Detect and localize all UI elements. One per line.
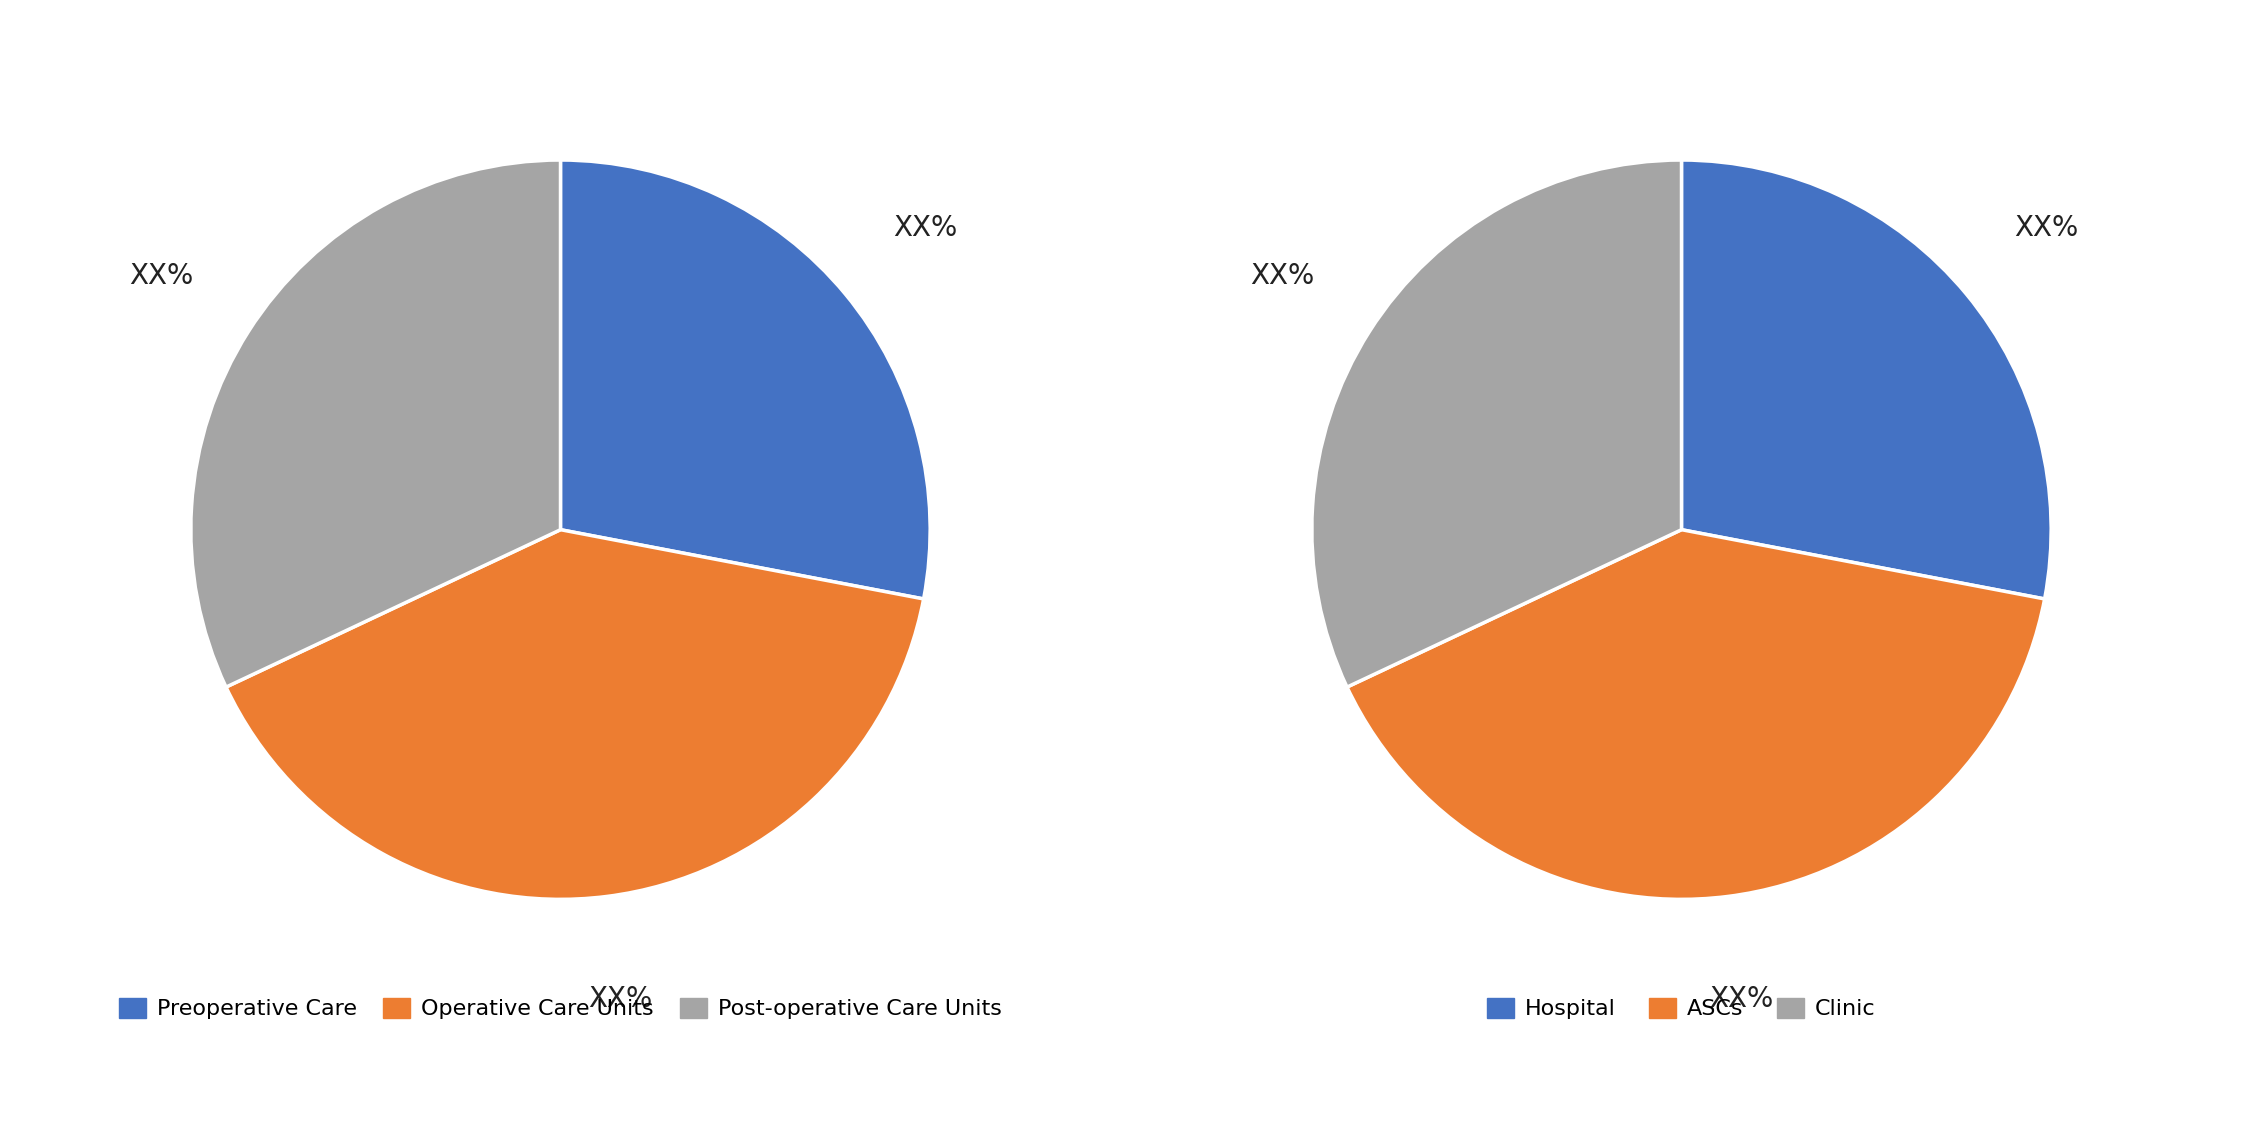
Text: XX%: XX% <box>128 263 193 290</box>
Text: XX%: XX% <box>587 985 652 1013</box>
Text: Website: www.theindustrystats.com: Website: www.theindustrystats.com <box>1625 1075 2051 1094</box>
Text: XX%: XX% <box>2013 214 2078 242</box>
Text: XX%: XX% <box>1249 263 1314 290</box>
Legend: Preoperative Care, Operative Care Units, Post-operative Care Units: Preoperative Care, Operative Care Units,… <box>110 990 1011 1028</box>
Legend: Hospital, ASCs, Clinic: Hospital, ASCs, Clinic <box>1480 990 1883 1028</box>
Wedge shape <box>1347 530 2045 899</box>
Wedge shape <box>191 160 560 687</box>
Text: XX%: XX% <box>1708 985 1773 1013</box>
Wedge shape <box>1682 160 2051 598</box>
Text: Fig. Global Intravascular Cooling System Market Share by Product Types & Applica: Fig. Global Intravascular Cooling System… <box>27 41 1516 70</box>
Wedge shape <box>560 160 930 598</box>
Wedge shape <box>226 530 924 899</box>
Wedge shape <box>1312 160 1682 687</box>
Text: XX%: XX% <box>892 214 957 242</box>
Text: Email: sales@theindustrystats.com: Email: sales@theindustrystats.com <box>646 1075 1058 1094</box>
Text: Source: Theindustrystats Analysis: Source: Theindustrystats Analysis <box>34 1075 437 1094</box>
